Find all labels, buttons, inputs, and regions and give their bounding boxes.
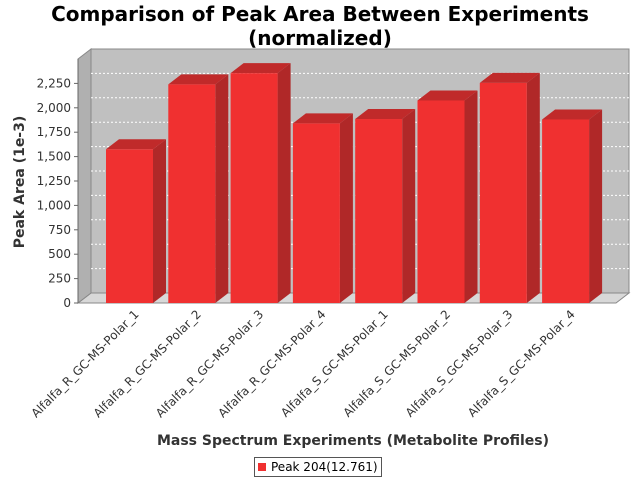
y-tick-label: 750 <box>48 223 71 237</box>
bar <box>542 119 590 304</box>
bar-side <box>339 113 353 303</box>
legend: Peak 204(12.761) <box>254 457 382 477</box>
bar-top <box>292 113 353 124</box>
x-tick-label: Alfalfa_S_GC-MS-Polar_3 <box>403 307 516 420</box>
bar-side <box>526 72 540 303</box>
x-tick-label: Alfalfa_S_GC-MS-Polar_4 <box>465 307 578 420</box>
bar-top <box>542 109 603 120</box>
bar <box>355 119 403 303</box>
bar <box>479 82 527 303</box>
bar <box>230 73 278 303</box>
bar <box>168 84 216 303</box>
bar <box>292 123 340 303</box>
plot-left-wall <box>77 47 92 305</box>
y-axis-title: Peak Area (1e-3) <box>12 116 28 249</box>
bar-side <box>153 139 166 303</box>
y-tick-label: 250 <box>48 272 71 286</box>
y-tick-label: 1,750 <box>37 125 71 139</box>
bar-top <box>479 72 540 83</box>
y-tick-label: 0 <box>63 296 71 310</box>
y-tick-label: 2,250 <box>37 76 71 90</box>
bar-side <box>277 63 291 303</box>
chart-title: Comparison of Peak Area Between Experime… <box>51 2 589 50</box>
x-tick-label: Alfalfa_R_GC-MS-Polar_2 <box>91 307 204 420</box>
bar-top <box>168 74 229 85</box>
x-tick-label: Alfalfa_R_GC-MS-Polar_4 <box>215 307 328 420</box>
bar-side <box>215 74 229 303</box>
y-tick-label: 1,000 <box>37 198 71 212</box>
bar <box>417 100 465 303</box>
legend-label: Peak 204(12.761) <box>271 460 378 474</box>
bar <box>106 149 153 303</box>
y-tick-label: 1,250 <box>37 174 71 188</box>
y-tick-label: 1,500 <box>37 150 71 164</box>
y-tick-label: 500 <box>48 247 71 261</box>
x-tick-label: Alfalfa_S_GC-MS-Polar_1 <box>278 307 391 420</box>
bar-side <box>589 109 603 304</box>
x-tick-label: Alfalfa_S_GC-MS-Polar_2 <box>340 307 453 420</box>
bar-side <box>402 109 416 303</box>
bar-top <box>106 139 166 150</box>
bar-side <box>464 90 478 303</box>
x-tick-label: Alfalfa_R_GC-MS-Polar_1 <box>28 307 141 420</box>
y-tick-label: 2,000 <box>37 101 71 115</box>
legend-swatch <box>258 463 266 471</box>
bar-top <box>355 109 416 120</box>
x-tick-label: Alfalfa_R_GC-MS-Polar_3 <box>153 307 266 420</box>
bar-top <box>417 90 478 101</box>
bar-top <box>230 63 291 74</box>
x-axis-title: Mass Spectrum Experiments (Metabolite Pr… <box>157 433 549 449</box>
